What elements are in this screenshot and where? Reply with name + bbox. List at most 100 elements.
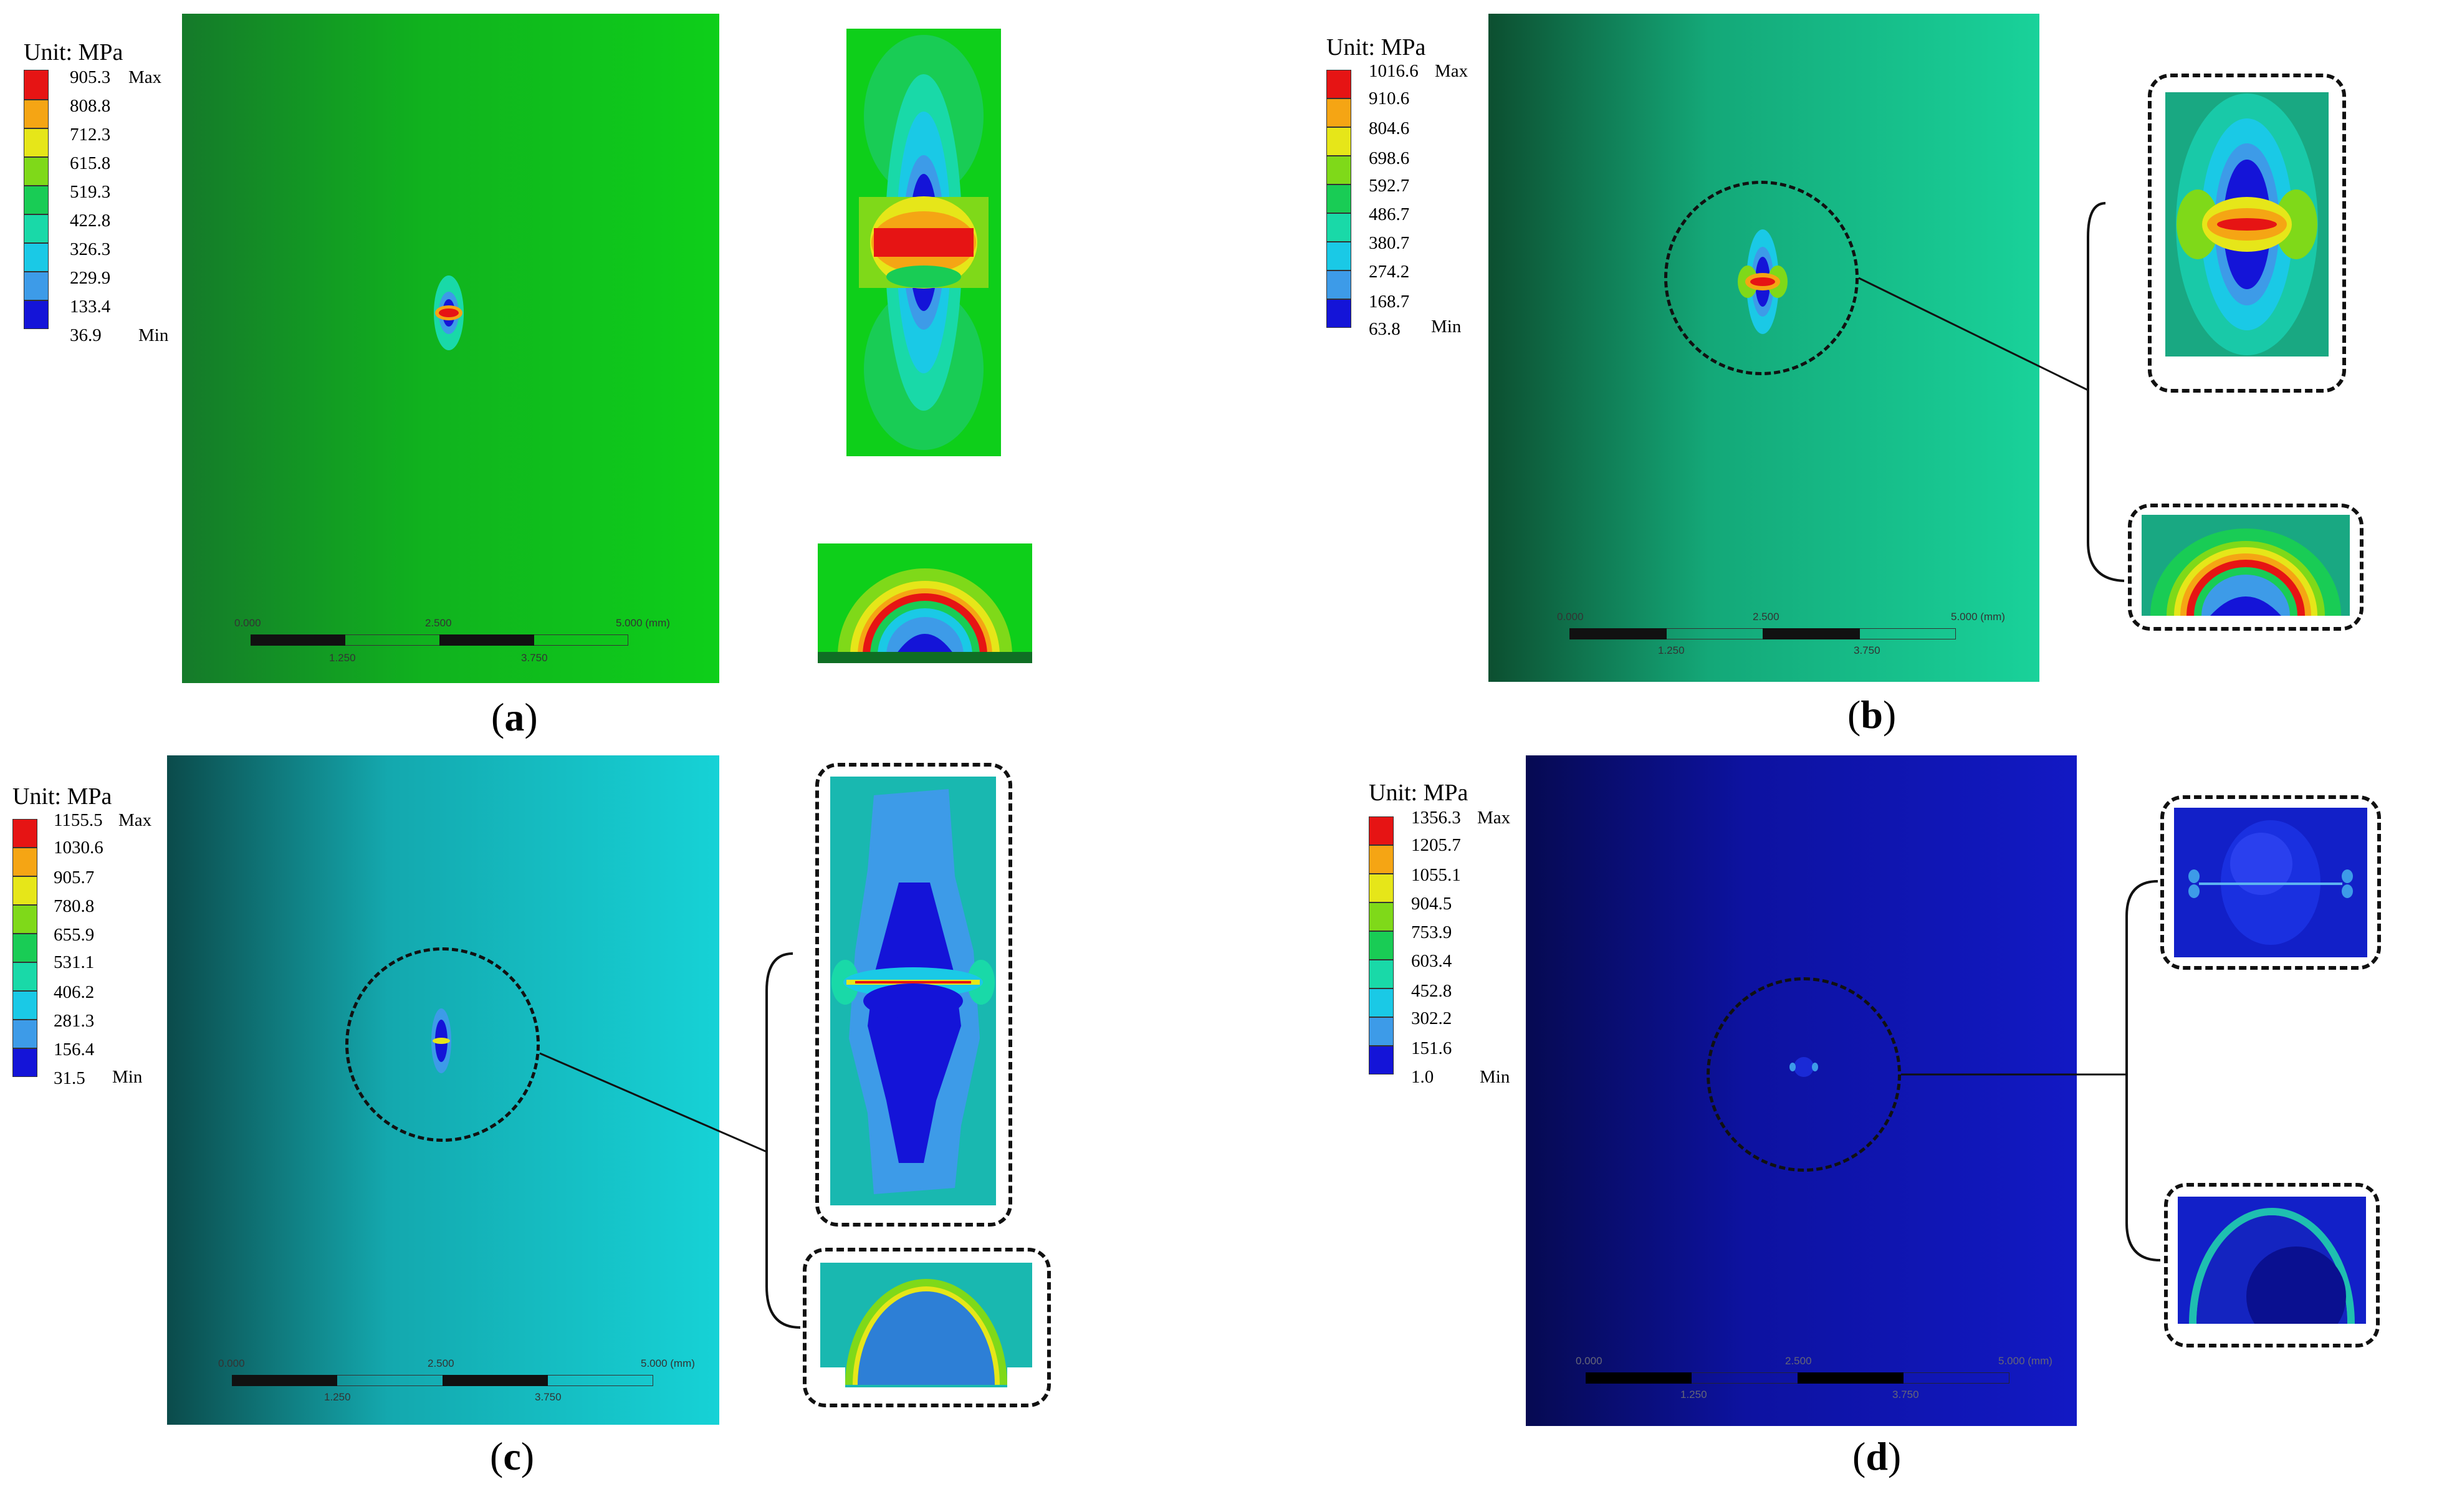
legend-swatch [24, 157, 49, 186]
scale-bar [251, 634, 628, 648]
zoom-inset-frame [2148, 74, 2346, 393]
legend-value: 380.7 [1369, 233, 1410, 253]
zoom-inset-frame [803, 1248, 1051, 1407]
inset-top-view [2165, 92, 2329, 356]
scale-bar [1586, 1372, 2009, 1385]
legend-swatch [24, 243, 49, 272]
legend-value: 452.8 [1411, 981, 1452, 1001]
legend-max-tag: Max [128, 67, 162, 87]
scale-bar-label: 3.750 [535, 1391, 562, 1403]
legend-value: 808.8 [70, 96, 111, 116]
zoom-region-circle [1707, 977, 1901, 1172]
legend-min-tag: Min [1431, 317, 1462, 337]
legend-value: 592.7 [1369, 176, 1410, 196]
legend-unit-label: Unit: MPa [1326, 34, 1426, 60]
legend-swatch [24, 100, 49, 128]
scale-bar-label: 1.250 [329, 652, 356, 664]
legend-value: 151.6 [1411, 1038, 1452, 1058]
legend-min-tag: Min [138, 325, 169, 345]
legend-value: 910.6 [1369, 89, 1410, 108]
inset-top-view [830, 777, 996, 1205]
legend-max-tag: Max [118, 810, 152, 830]
scale-bar-label: 5.000 (mm) [616, 617, 670, 629]
scale-bar-label: 5.000 (mm) [1998, 1355, 2052, 1367]
scale-bar-label: 1.250 [324, 1391, 351, 1403]
scale-bar-label: 3.750 [1854, 644, 1880, 656]
legend-swatch [24, 128, 49, 157]
legend-value: 531.1 [54, 952, 95, 972]
stress-contour-plate: 0.000 2.500 5.000 (mm) 1.250 3.750 [182, 14, 719, 683]
legend-value: 712.3 [70, 125, 111, 145]
legend-value: 1155.5 [54, 810, 103, 830]
legend-value: 31.5 [54, 1068, 85, 1088]
zoom-inset-frame [2128, 504, 2364, 631]
legend-unit-label: Unit: MPa [1369, 780, 1468, 806]
legend-value: 133.4 [70, 297, 111, 317]
zoom-inset-frame [2164, 1183, 2380, 1347]
legend-value: 36.9 [70, 325, 102, 345]
legend-value: 698.6 [1369, 148, 1410, 168]
scale-bar-label: 3.750 [521, 652, 548, 664]
legend-value: 905.3 [70, 67, 111, 87]
panel-caption: (a) [491, 695, 538, 739]
scale-bar-label: 1.250 [1658, 644, 1685, 656]
legend-value: 615.8 [70, 153, 111, 173]
defect-contour [434, 275, 464, 350]
legend-value: 655.9 [54, 925, 95, 945]
legend-value: 780.8 [54, 896, 95, 916]
legend-swatch [24, 186, 49, 214]
panel-caption: (d) [1852, 1434, 1902, 1478]
legend-value: 486.7 [1369, 204, 1410, 224]
legend-swatch [24, 300, 49, 329]
legend-max-tag: Max [1435, 61, 1468, 81]
legend-value: 603.4 [1411, 951, 1452, 971]
legend-swatch [24, 272, 49, 300]
legend-value: 422.8 [70, 211, 111, 231]
scale-bar-label: 0.000 [1557, 611, 1584, 623]
inset-cross-section [2142, 515, 2350, 616]
legend-value: 1356.3 [1411, 808, 1461, 828]
zoom-region-circle [345, 947, 540, 1142]
panel-caption: (b) [1847, 692, 1897, 737]
inset-top-view [846, 29, 1001, 456]
scale-bar-label: 2.500 [428, 1357, 454, 1369]
legend-value: 406.2 [54, 982, 95, 1002]
legend-value: 229.9 [70, 268, 111, 288]
scale-bar-label: 0.000 [234, 617, 261, 629]
zoom-inset-frame [815, 763, 1012, 1227]
scale-bar-label: 5.000 (mm) [641, 1357, 695, 1369]
legend-value: 302.2 [1411, 1008, 1452, 1028]
legend-max-tag: Max [1477, 808, 1511, 828]
legend-value: 1030.6 [54, 838, 103, 858]
scale-bar-label: 3.750 [1892, 1389, 1919, 1400]
legend-min-tag: Min [112, 1067, 143, 1087]
legend-value: 519.3 [70, 182, 111, 202]
legend-swatch [24, 70, 49, 100]
inset-cross-section [820, 1263, 1032, 1387]
zoom-inset-frame [2160, 795, 2381, 970]
scale-bar-label: 2.500 [1753, 611, 1779, 623]
scale-bar-label: 0.000 [1576, 1355, 1602, 1367]
legend-value: 905.7 [54, 868, 95, 888]
legend-value: 1016.6 [1369, 61, 1419, 81]
legend-value: 753.9 [1411, 922, 1452, 942]
legend-unit-label: Unit: MPa [12, 783, 112, 810]
legend-unit-label: Unit: MPa [24, 39, 123, 65]
inset-cross-section [818, 543, 1032, 663]
legend-value: 1055.1 [1411, 865, 1461, 885]
legend-value: 1.0 [1411, 1067, 1434, 1087]
legend-value: 904.5 [1411, 894, 1452, 914]
legend-value: 1205.7 [1411, 835, 1461, 855]
inset-cross-section [2178, 1197, 2366, 1324]
legend-value: 156.4 [54, 1040, 95, 1060]
legend-min-tag: Min [1480, 1067, 1510, 1087]
scale-bar-label: 0.000 [218, 1357, 245, 1369]
legend-value: 63.8 [1369, 319, 1401, 339]
legend-value: 281.3 [54, 1011, 95, 1031]
legend-swatch [24, 214, 49, 243]
legend-value: 804.6 [1369, 118, 1410, 138]
scale-bar-label: 1.250 [1680, 1389, 1707, 1400]
panel-caption: (c) [490, 1434, 535, 1478]
scale-bar-label: 2.500 [1785, 1355, 1812, 1367]
